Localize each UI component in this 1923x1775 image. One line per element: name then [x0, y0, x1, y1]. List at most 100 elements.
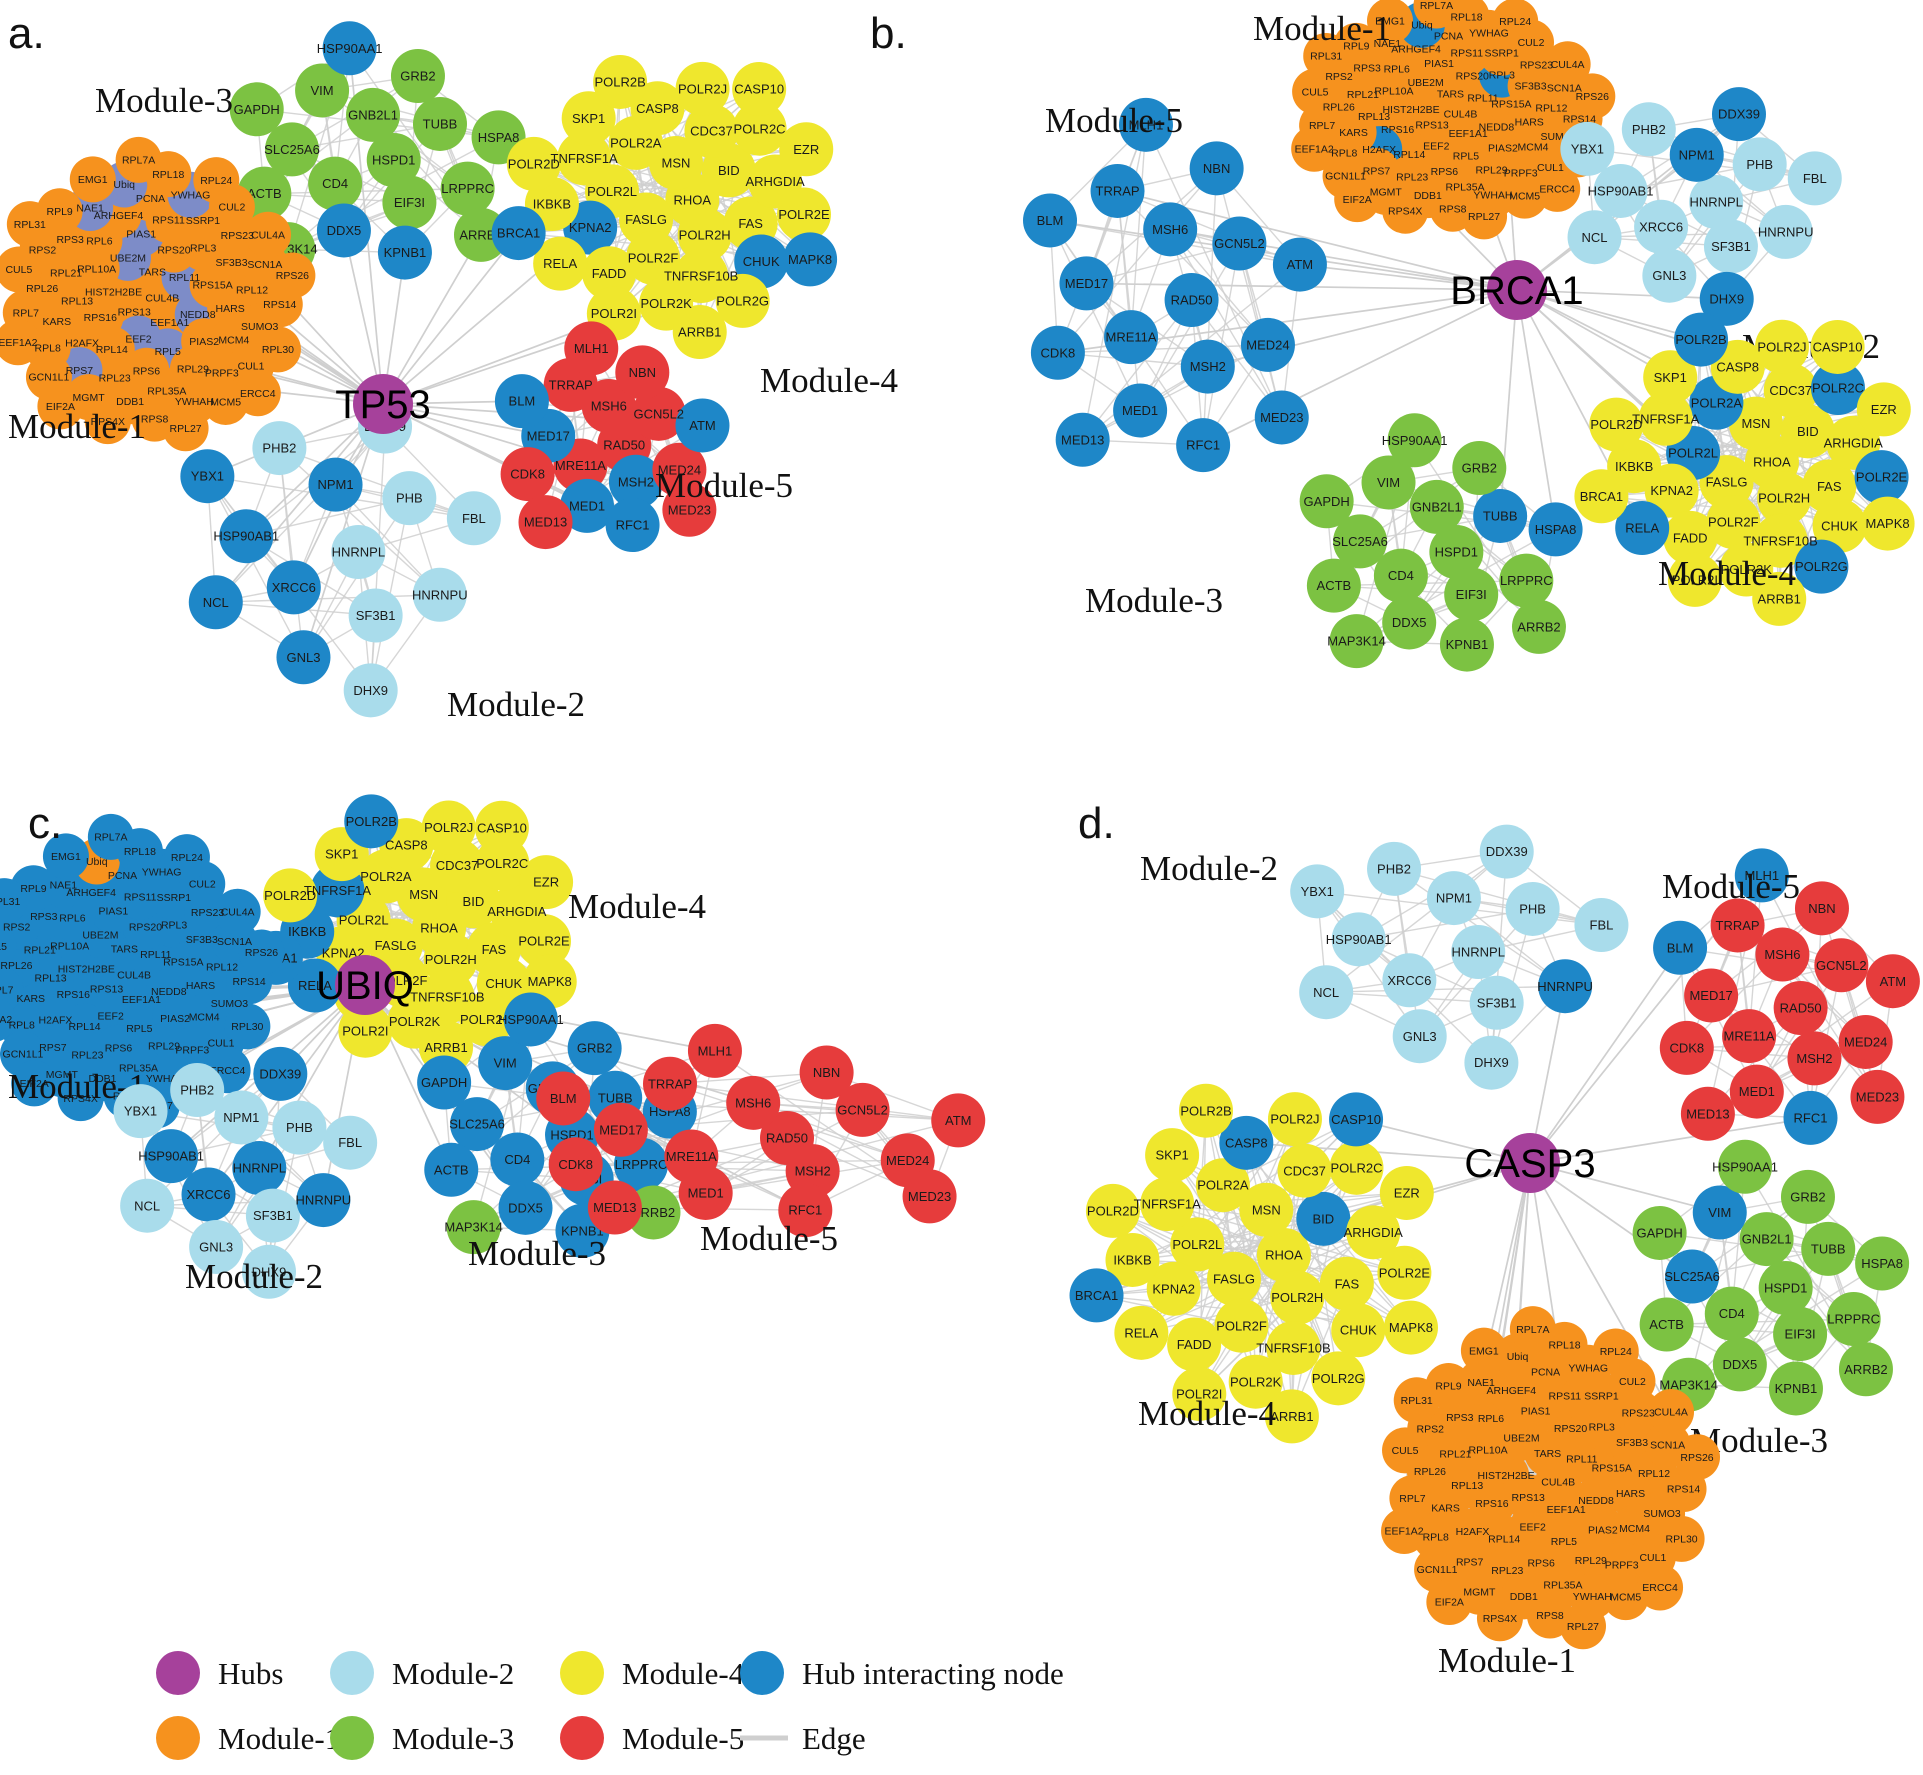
node-label-DDX5: DDX5 [1392, 615, 1427, 630]
node-POLR2D [506, 136, 561, 191]
node-label-RPS26: RPS26 [245, 947, 278, 959]
node-label-SLC25A6: SLC25A6 [264, 142, 320, 157]
node-label-EZR: EZR [793, 142, 819, 157]
node-label-RPL12: RPL12 [1638, 1468, 1670, 1480]
node-label-CD4: CD4 [1388, 568, 1414, 583]
node-label-VIM: VIM [311, 83, 334, 98]
node-label-CASP10: CASP10 [1813, 339, 1863, 354]
node-POLR2G [1794, 539, 1849, 594]
node-label-GRB2: GRB2 [400, 69, 435, 84]
node-label-PHB: PHB [396, 491, 423, 506]
node-TUBB [1473, 488, 1528, 543]
node-label-EIF2A: EIF2A [46, 401, 75, 413]
node-MAPK8 [783, 232, 838, 287]
node-label-MED17: MED17 [527, 428, 570, 443]
node-label-HSP90AB1: HSP90AB1 [1588, 183, 1654, 198]
node-label-RPL3: RPL3 [161, 920, 187, 932]
node-HNRNPL [1451, 925, 1506, 979]
node-RPL31 [1393, 1377, 1440, 1424]
node-label-LRPPRC: LRPPRC [615, 1157, 668, 1172]
node-CUL4A [214, 888, 261, 935]
node-label-CD4: CD4 [504, 1152, 530, 1167]
node-label-RPS15A: RPS15A [1592, 1462, 1632, 1474]
node-label-RPL35A: RPL35A [147, 385, 186, 397]
node-RPL24 [163, 834, 210, 881]
node-label-MLH1: MLH1 [1744, 868, 1779, 883]
node-label-RPS6: RPS6 [133, 365, 161, 377]
node-label-FBL: FBL [462, 511, 486, 526]
module-label-d-module5: Module-5 [1662, 867, 1800, 906]
node-label-MSN: MSN [409, 887, 438, 902]
node-EIF3I [1773, 1307, 1828, 1362]
node-label-ATM: ATM [1880, 974, 1906, 989]
module-label-b-module1: Module-1 [1253, 9, 1391, 48]
node-label-UBE2M: UBE2M [1503, 1432, 1539, 1444]
node-label-SUMO3: SUMO3 [1643, 1508, 1681, 1520]
node-label-XRCC6: XRCC6 [272, 580, 316, 595]
node-TRRAP [1090, 163, 1145, 218]
node-label-RPL23: RPL23 [99, 372, 131, 384]
hub-label-BRCA1: BRCA1 [1450, 269, 1583, 313]
node-label-RPL23: RPL23 [71, 1049, 103, 1061]
node-label-RPL7: RPL7 [0, 984, 14, 996]
node-EMG1 [42, 833, 89, 880]
node-label-DHX9: DHX9 [353, 683, 388, 698]
node-label-MCM5: MCM5 [1509, 190, 1540, 202]
node-label-MSH6: MSH6 [735, 1095, 771, 1110]
node-label-HSPA8: HSPA8 [1535, 522, 1577, 537]
legend-swatch-Module-2 [330, 1651, 374, 1695]
node-label-RPL9: RPL9 [1343, 41, 1369, 53]
node-NBN [615, 345, 670, 400]
node-label-RPL29: RPL29 [1575, 1555, 1607, 1567]
node-label-RPS16: RPS16 [57, 989, 90, 1001]
node-RPL7A [1509, 1306, 1556, 1353]
node-GRB2 [390, 49, 445, 104]
node-label-DDX39: DDX39 [1486, 844, 1528, 859]
node-label-H2AFX: H2AFX [1456, 1526, 1490, 1538]
node-label-MSN: MSN [1741, 416, 1770, 431]
node-ERCC4 [1534, 165, 1581, 212]
node-label-RPL5: RPL5 [126, 1023, 152, 1035]
node-EMG1 [69, 156, 116, 203]
node-HNRNPL [232, 1141, 287, 1195]
node-label-VIM: VIM [494, 1056, 517, 1071]
node-label-RPL7: RPL7 [1399, 1493, 1425, 1505]
node-label-RPS7: RPS7 [1363, 165, 1391, 177]
node-label-ARRB2: ARRB2 [1844, 1362, 1887, 1377]
node-CDK8 [1030, 325, 1085, 380]
node-RPL31 [6, 201, 53, 248]
node-label-MED17: MED17 [1689, 988, 1732, 1003]
node-label-RPS16: RPS16 [84, 312, 117, 324]
node-POLR2L [1170, 1217, 1225, 1272]
node-label-PCNA: PCNA [1531, 1366, 1560, 1378]
node-GNL3 [189, 1219, 244, 1274]
node-GNL3 [1642, 248, 1697, 303]
node-label-SF3B1: SF3B1 [1711, 239, 1751, 254]
hub-node-TP53 [353, 374, 413, 434]
node-label-RPL26: RPL26 [0, 960, 32, 972]
node-label-PCNA: PCNA [1434, 30, 1463, 42]
node-label-EIF2A: EIF2A [1435, 1597, 1464, 1609]
node-label-RPL31: RPL31 [1310, 51, 1342, 63]
panel-d: HNRNPL XRCC6 NPM1 SF3B1 HSP90AB1 PHB GNL3 PHB2 H… [1069, 799, 1920, 1680]
node-label-MSN: MSN [1252, 1202, 1281, 1217]
node-label-RPS8: RPS8 [1439, 203, 1467, 215]
node-RPL30 [224, 1003, 271, 1050]
node-label-POLR2G: POLR2G [1312, 1371, 1365, 1386]
node-label-CUL4B: CUL4B [117, 970, 151, 982]
node-label-BRCA1: BRCA1 [1580, 489, 1623, 504]
module-module2-nodes: HNRNPL XRCC6 NPM1 SF3B1 HSP90AB1 PHB GNL3 PHB2 H… [1290, 824, 1629, 1090]
legend: Hubs Module-1 Module-2 Module-3 Module-4 Modu… [156, 1651, 1064, 1760]
hub-node-CASP3 [1500, 1133, 1560, 1193]
module-label-c-module3: Module-3 [468, 1234, 606, 1273]
node-label-POLR2L: POLR2L [587, 184, 637, 199]
node-label-PHB: PHB [286, 1120, 313, 1135]
node-label-TARS: TARS [1534, 1448, 1561, 1460]
node-label-KPNA2: KPNA2 [1650, 483, 1693, 498]
node-RPL30 [254, 326, 301, 373]
hub-edge [1529, 1117, 1811, 1164]
node-label-TNFRSF1A: TNFRSF1A [304, 883, 372, 898]
node-label-EIF3I: EIF3I [1456, 587, 1487, 602]
node-label-RPL11: RPL11 [1467, 92, 1498, 104]
